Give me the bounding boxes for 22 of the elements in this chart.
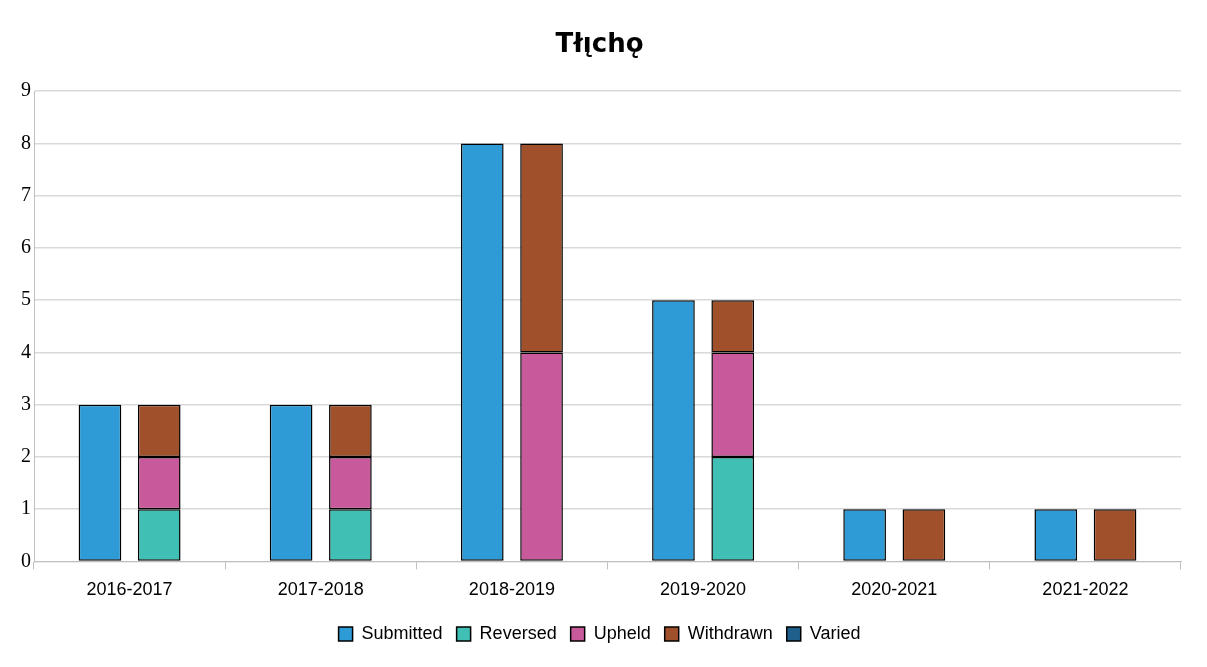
- legend-label: Submitted: [361, 622, 443, 643]
- y-tick-label: 8: [21, 130, 31, 153]
- x-tick-label: 2021-2022: [1042, 579, 1129, 600]
- legend-label: Upheld: [593, 622, 651, 643]
- legend-label: Varied: [809, 622, 861, 643]
- y-tick-label: 5: [21, 287, 31, 310]
- y-tick-label: 2: [21, 444, 31, 467]
- x-tick-label: 2017-2018: [277, 579, 364, 600]
- x-tick-label: 2020-2021: [851, 579, 938, 600]
- y-tick-label: 6: [21, 235, 31, 258]
- y-tick-label: 1: [21, 496, 31, 519]
- x-tick-label: 2016-2017: [86, 579, 173, 600]
- y-tick-label: 9: [21, 78, 31, 101]
- x-tick-label: 2018-2019: [468, 579, 555, 600]
- y-tick-label: 7: [21, 182, 31, 205]
- y-tick-label: 3: [21, 391, 31, 414]
- legend-label: Reversed: [479, 622, 557, 643]
- x-tick-label: 2019-2020: [660, 579, 747, 600]
- y-tick-label: 4: [21, 339, 31, 362]
- y-tick-label: 0: [21, 548, 31, 571]
- legend-label: Withdrawn: [687, 622, 773, 643]
- chart-title: Tłı̨chǫ: [555, 28, 644, 59]
